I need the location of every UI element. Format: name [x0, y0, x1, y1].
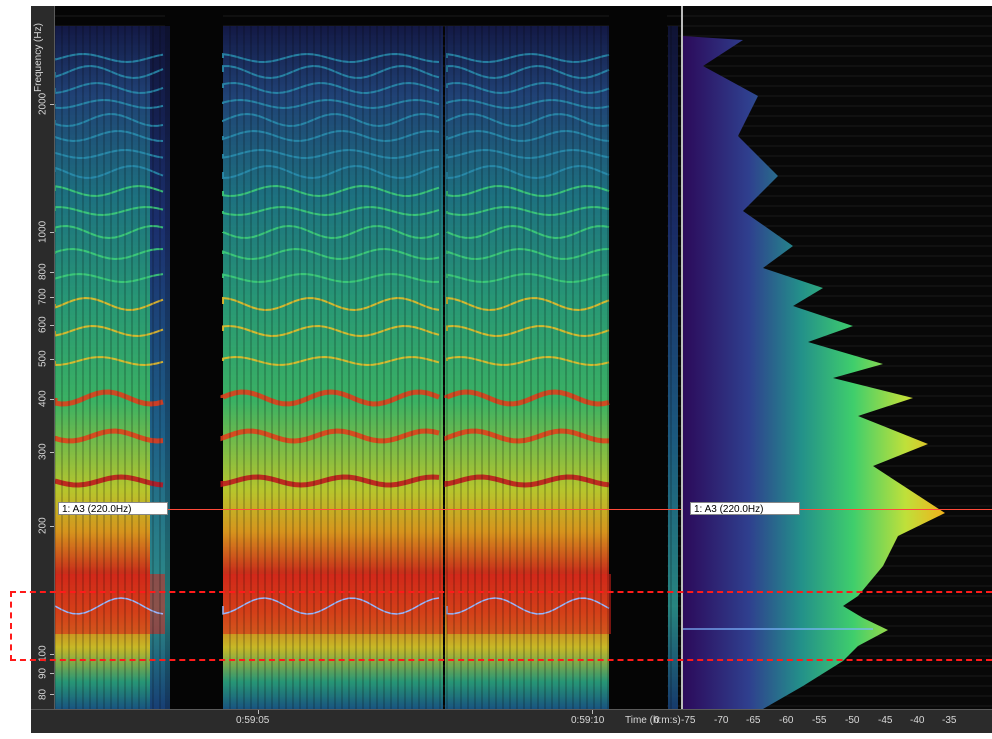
- frequency-tick-mark: [50, 104, 54, 106]
- level-tick-label: -35: [942, 715, 957, 726]
- frequency-tick-mark: [50, 296, 54, 298]
- panel-divider[interactable]: [681, 6, 683, 732]
- level-tick-label: -55: [812, 715, 827, 726]
- frequency-tick-mark: [50, 399, 54, 401]
- frequency-tick-mark: [50, 653, 54, 655]
- time-tick-label: 0:59:10: [571, 715, 605, 726]
- spectrum-pitch-marker-label[interactable]: 1: A3 (220.0Hz): [690, 502, 800, 515]
- level-tick-label: -75: [681, 715, 696, 726]
- time-tick-mark: [258, 710, 259, 714]
- frequency-tick-mark: [50, 325, 54, 327]
- level-tick-label: -50: [845, 715, 860, 726]
- level-tick-label: -60: [779, 715, 794, 726]
- level-tick-label: -40: [910, 715, 925, 726]
- pitch-marker-label[interactable]: 1: A3 (220.0Hz): [58, 502, 168, 515]
- time-tick-mark: [592, 710, 593, 714]
- pitch-marker-line[interactable]: [168, 509, 681, 510]
- frequency-tick-mark: [50, 526, 54, 528]
- frequency-tick-mark: [50, 231, 54, 233]
- frequency-axis-title: Frequency (Hz): [33, 23, 44, 92]
- frequency-tick-mark: [50, 672, 54, 674]
- frequency-tick-mark: [50, 694, 54, 696]
- spectrum-pitch-marker-line[interactable]: [800, 509, 992, 510]
- level-tick-label: -45: [878, 715, 893, 726]
- frequency-tick-mark: [50, 272, 54, 274]
- spectrum-graph: [683, 6, 992, 709]
- level-tick-label: -70: [714, 715, 729, 726]
- time-tick-label: 0:59:05: [236, 715, 270, 726]
- level-tick-label: -65: [746, 715, 761, 726]
- level-tick-label: 0: [654, 715, 660, 726]
- time-axis: 0:59:05 0:59:10 Time (h:m:s) 0 -75 -70 -65 -…: [31, 709, 992, 733]
- frequency-tick-mark: [50, 452, 54, 454]
- time-axis-title: Time (h:m:s): [625, 715, 681, 726]
- selection-region[interactable]: [10, 591, 992, 661]
- frequency-tick-mark: [50, 358, 54, 360]
